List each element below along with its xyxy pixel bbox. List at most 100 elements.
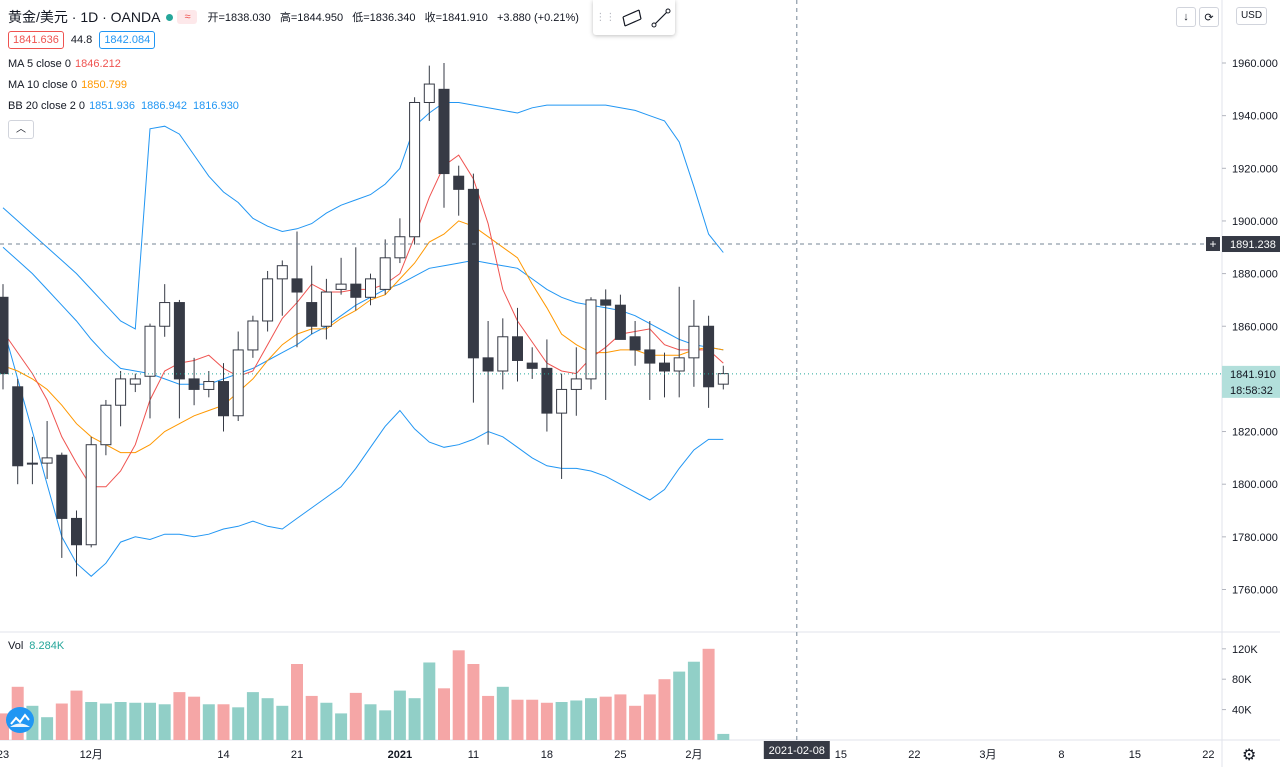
candle-body[interactable] — [467, 188, 479, 359]
candle-body[interactable] — [644, 349, 656, 364]
volume-bar — [246, 692, 259, 740]
candle-body[interactable] — [453, 175, 465, 190]
chevron-up-icon: ︿ — [16, 124, 26, 135]
volume-bar — [305, 695, 318, 740]
candle-body[interactable] — [703, 325, 715, 388]
candle-body[interactable] — [56, 454, 68, 519]
candle-body[interactable] — [497, 336, 509, 372]
candle-body[interactable] — [659, 362, 670, 372]
candle-body[interactable] — [144, 325, 156, 377]
candle-body[interactable] — [629, 336, 641, 351]
indicator-ma10[interactable]: MA 10 close 0 1850.799 — [8, 79, 127, 91]
candle-body[interactable] — [173, 302, 185, 380]
volume-bar — [687, 661, 700, 740]
collapse-legend-button[interactable]: ︿ — [8, 120, 34, 139]
candle-body[interactable] — [129, 378, 141, 385]
candle-body[interactable] — [71, 517, 82, 546]
currency-selector[interactable]: USD — [1236, 7, 1267, 25]
bid-button[interactable]: 1841.636 — [8, 31, 64, 49]
last-price-box — [1222, 365, 1280, 398]
volume-bar — [335, 713, 348, 740]
candle-body[interactable] — [26, 462, 38, 465]
candle-body[interactable] — [600, 299, 612, 306]
candle-body[interactable] — [306, 302, 318, 327]
price-tick-label: 1820.000 — [1232, 427, 1278, 439]
fullscreen-button[interactable]: ⟳ — [1199, 7, 1219, 27]
candle-body[interactable] — [394, 236, 406, 259]
price-tick-label: 1760.000 — [1232, 585, 1278, 597]
symbol-title[interactable]: 黄金/美元 · 1D · OANDA — [8, 9, 161, 25]
candle-body[interactable] — [335, 283, 347, 290]
crosshair-add-button[interactable] — [1206, 237, 1220, 252]
volume-bar — [41, 717, 54, 740]
candle-body[interactable] — [673, 357, 685, 372]
indicator-ma5[interactable]: MA 5 close 0 1846.212 — [8, 58, 121, 70]
candle-body[interactable] — [556, 388, 568, 414]
ask-button[interactable]: 1842.084 — [99, 31, 156, 49]
wave-icon[interactable]: ≈ — [177, 10, 198, 24]
volume-tick-label: 80K — [1232, 674, 1252, 686]
crosshair-price-label: 1891.238 — [1230, 239, 1276, 251]
candle-body[interactable] — [232, 349, 244, 417]
time-tick-label: 21 — [291, 749, 303, 761]
candle-body[interactable] — [100, 404, 112, 446]
candle-body[interactable] — [717, 373, 729, 385]
candle-body[interactable] — [188, 378, 200, 390]
candle-body[interactable] — [409, 101, 421, 238]
volume-bar — [202, 704, 215, 740]
last-price-label: 1841.910 — [1230, 369, 1276, 381]
volume-tick-label: 120K — [1232, 644, 1258, 656]
candle-body[interactable] — [350, 283, 362, 298]
drawing-toolbar: ⋮⋮ — [593, 0, 675, 35]
candle-body[interactable] — [320, 291, 332, 327]
candle-body[interactable] — [482, 357, 494, 372]
volume-bar — [717, 733, 730, 740]
candle-body[interactable] — [218, 381, 229, 417]
candle-body[interactable] — [291, 278, 303, 293]
indicator-label: MA 5 close 0 — [8, 58, 71, 70]
candle-body[interactable] — [438, 88, 450, 175]
candle-body[interactable] — [570, 378, 582, 390]
candle-body[interactable] — [688, 325, 700, 359]
candle-body[interactable] — [614, 304, 626, 340]
tradingview-logo-icon[interactable] — [6, 707, 34, 733]
candle-body[interactable] — [379, 257, 391, 290]
drag-handle-icon[interactable]: ⋮⋮ — [595, 12, 616, 23]
refresh-icon: ⟳ — [1204, 11, 1214, 24]
candle-body[interactable] — [365, 278, 376, 298]
crosshair-price-box — [1222, 236, 1280, 253]
bb-upper-line — [2, 102, 724, 330]
candle-body[interactable] — [85, 444, 97, 546]
candle-body[interactable] — [203, 381, 215, 390]
chart-legend-header: 黄金/美元 · 1D · OANDA ≈ 开=1838.030 高=1844.9… — [8, 8, 579, 26]
candle-body[interactable] — [41, 457, 53, 464]
volume-bar — [423, 662, 436, 740]
candle-body[interactable] — [159, 302, 171, 327]
candle-body[interactable] — [541, 367, 553, 414]
candle-body[interactable] — [526, 362, 538, 369]
settings-gear-icon[interactable]: ⚙ — [1242, 747, 1257, 764]
trend-line-tool-icon[interactable] — [649, 6, 673, 30]
bb-lower-line — [2, 326, 724, 577]
arrow-down-button[interactable]: ↓ — [1176, 7, 1196, 27]
candle-body[interactable] — [0, 296, 9, 375]
candle-body[interactable] — [115, 378, 127, 406]
volume-bar — [658, 679, 671, 740]
price-tick-label: 1800.000 — [1232, 479, 1278, 491]
time-tick-label: 2021 — [388, 749, 412, 761]
candle-body[interactable] — [12, 386, 24, 467]
candle-body[interactable] — [585, 299, 597, 380]
parallel-channel-tool-icon[interactable] — [620, 6, 644, 30]
indicator-bb[interactable]: BB 20 close 2 0 1851.936 1886.942 1816.93… — [8, 100, 239, 112]
volume-legend[interactable]: Vol 8.284K — [8, 640, 64, 652]
candle-body[interactable] — [276, 265, 288, 280]
ma10-line — [2, 220, 724, 454]
candle-body[interactable] — [423, 83, 435, 103]
candle-body[interactable] — [247, 320, 259, 351]
volume-bar — [364, 704, 377, 740]
candle-body[interactable] — [512, 336, 523, 361]
candle-body[interactable] — [262, 278, 274, 322]
volume-bar — [452, 650, 465, 740]
volume-bar — [393, 690, 406, 740]
